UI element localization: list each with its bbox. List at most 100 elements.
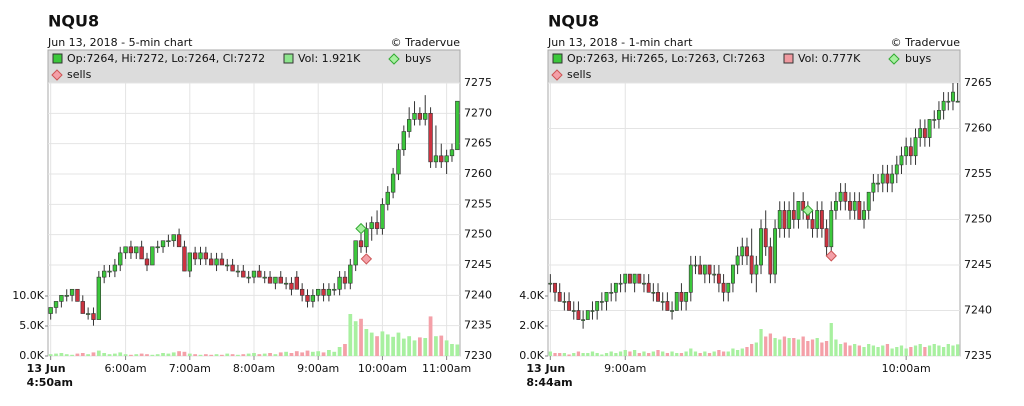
candle-body [553, 282, 557, 293]
candle-body [439, 155, 444, 163]
volume-bar [750, 344, 754, 356]
volume-bar [166, 353, 171, 356]
chart-title: NQU8 [548, 12, 599, 31]
volume-bar [754, 342, 758, 356]
volume-bar [927, 345, 932, 356]
volume-bar [923, 347, 927, 356]
y-tick-label: 7275 [464, 76, 492, 89]
candle-body [171, 234, 176, 242]
volume-bar [787, 338, 791, 356]
legend-sells-marker [51, 69, 63, 81]
volume-bar [48, 354, 53, 356]
candle-body [316, 288, 321, 296]
volume-bar [782, 336, 787, 356]
candle-body [332, 288, 337, 291]
candle-body [890, 173, 895, 184]
volume-bar [801, 336, 805, 356]
volume-bar [327, 350, 331, 356]
volume-bar [778, 339, 782, 356]
volume-bar [348, 314, 353, 356]
candle-body [595, 301, 600, 311]
candle-body [866, 191, 871, 211]
volume-bar [80, 353, 85, 356]
volume-bar [161, 353, 165, 356]
x-tick-label: 8:44am [526, 376, 572, 389]
volume-bar [139, 353, 144, 356]
volume-bar [745, 347, 749, 356]
legend-volume: Vol: 1.921K [298, 52, 361, 65]
candle-body [423, 113, 428, 120]
legend-ohlc: Op:7264, Hi:7272, Lo:7264, Cl:7272 [67, 52, 265, 65]
volume-bar [289, 353, 294, 356]
candle-body [385, 191, 390, 205]
candle-body [773, 228, 778, 275]
volume-bar [820, 342, 824, 356]
x-tick-label: 9:00am [297, 362, 339, 375]
volume-bar [548, 351, 552, 356]
volume-bar [792, 338, 796, 356]
candle-body [585, 310, 590, 320]
legend-box [548, 50, 960, 83]
volume-bar [294, 351, 299, 356]
candle-body [412, 113, 417, 120]
legend-sells: sells [67, 68, 92, 81]
candle-body [118, 252, 123, 266]
candle-body [562, 301, 567, 303]
candle-body [918, 128, 923, 138]
candle-body [198, 252, 203, 260]
volume-bar [642, 351, 646, 356]
candle-body [294, 276, 299, 290]
volume-bar [941, 347, 946, 356]
volume-bar [932, 344, 936, 356]
volume-bar [848, 345, 852, 356]
candle-body [627, 273, 632, 284]
candle-body [946, 100, 951, 103]
volume-bar [268, 353, 272, 356]
volume-bar [946, 344, 950, 356]
x-tick-label: 10:00am [882, 362, 931, 375]
candle-body [862, 210, 866, 220]
volume-bar [209, 354, 214, 356]
candle-body [787, 210, 792, 229]
candle-body [656, 291, 660, 302]
volume-bar [75, 353, 80, 356]
volume-bar [707, 353, 712, 356]
candle-body [932, 119, 937, 121]
legend-buys-marker [388, 53, 400, 65]
candle-body [112, 264, 118, 272]
candle-body [609, 291, 614, 294]
volume-bar [614, 353, 618, 356]
sell-marker [360, 253, 373, 265]
volume-bar [273, 354, 278, 356]
candle-body [166, 240, 171, 243]
volume-bar [567, 354, 571, 356]
candle-body [241, 270, 246, 278]
y-tick-label: 7255 [964, 167, 992, 180]
candle-body [712, 273, 717, 276]
y-tick-label: 7250 [964, 213, 992, 226]
volume-bar [54, 353, 58, 356]
candle-body [321, 288, 326, 296]
candle-body [310, 295, 316, 302]
candle-body [123, 246, 128, 254]
volume-bar [661, 351, 665, 356]
y-tick-label: 7255 [464, 197, 492, 210]
volume-bar [712, 351, 716, 356]
candle-body [364, 228, 369, 248]
candle-body [913, 137, 918, 157]
volume-bar [64, 354, 69, 356]
volume-bar [198, 354, 203, 356]
candle-body [289, 282, 294, 290]
x-tick-label: 13 Jun [526, 362, 565, 375]
volume-bar [353, 321, 358, 356]
candle-body [64, 295, 69, 297]
volume-bar [951, 345, 955, 356]
candle-body [843, 191, 848, 202]
candle-body [951, 91, 955, 102]
candle-body [885, 173, 890, 184]
volume-bar [364, 329, 369, 356]
candle-body [894, 164, 899, 175]
candle-body [59, 295, 64, 302]
